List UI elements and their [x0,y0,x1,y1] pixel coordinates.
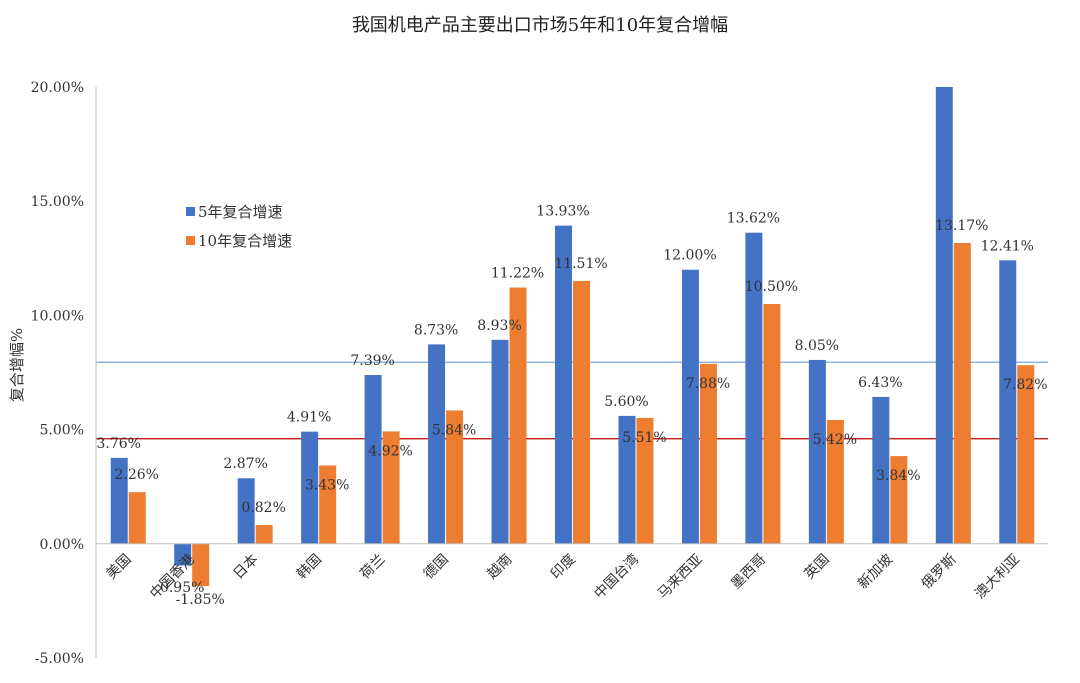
y-tick-label: 15.00% [31,194,84,210]
bar [301,431,319,544]
y-axis-label-group: 复合增幅% [8,328,26,402]
bar [681,269,699,544]
bar [491,339,509,544]
data-label: 11.51% [554,256,607,272]
data-label: 3.43% [305,477,349,493]
bar [618,415,636,544]
category-label: 新加坡 [855,551,896,592]
bar [826,420,844,544]
data-label: 3.84% [876,468,920,484]
data-label: 7.82% [1003,377,1047,393]
data-label: 10.50% [745,279,798,295]
data-label: 8.05% [795,338,839,354]
category-label: 澳大利亚 [972,551,1023,602]
data-label: 13.93% [536,204,589,220]
data-label: 4.92% [368,443,412,459]
bar [364,375,382,544]
bar [192,543,210,587]
bars [110,87,1035,587]
legend-swatch [186,236,195,245]
category-label: 韩国 [294,551,325,582]
category-labels: 美国 中国香港 日本 韩国 荷兰 德国 越南 印度 中国台湾 马来西亚 墨西哥 英国 新加坡 俄罗斯 澳大利… [103,551,1023,603]
data-label: -1.85% [176,592,225,608]
bar [935,87,953,544]
bar [872,396,890,544]
data-label: 5.60% [604,394,648,410]
data-label: 12.00% [663,248,716,264]
bar [699,363,717,544]
chart-title: 我国机电产品主要出口市场5年和10年复合增幅 [352,15,728,36]
data-label: 6.43% [858,375,902,391]
legend: 5年复合增速 10年复合增速 [186,203,292,250]
bar [255,525,273,544]
legend-label: 10年复合增速 [198,232,292,250]
data-label: 4.91% [287,410,331,426]
data-labels: 3.76% 0.95% 2.87% 4.91% 7.39% 8.73% 8.93% 13.93… [96,204,1047,608]
bar [555,225,572,544]
data-label: 7.39% [350,353,394,369]
bar [509,287,527,544]
bar [174,543,192,566]
data-label: 12.41% [981,238,1034,254]
y-axis-label: 复合增幅% [8,328,26,402]
data-label: 8.73% [414,322,458,338]
bar [237,478,255,544]
legend-label: 5年复合增速 [198,203,283,221]
category-label: 荷兰 [357,551,388,582]
category-label: 日本 [230,551,261,582]
y-tick-label: 5.00% [40,423,84,439]
bar [1017,365,1035,544]
category-label: 墨西哥 [728,551,769,592]
bar [999,260,1017,544]
bar [382,431,400,544]
category-label: 中国台湾 [591,551,643,603]
legend-swatch [186,207,195,216]
data-label: 5.84% [432,422,476,438]
bar [319,465,337,544]
category-label: 俄罗斯 [919,551,960,592]
data-label: 7.88% [686,376,730,392]
bar [763,303,781,544]
y-tick-label: -5.00% [35,651,84,667]
category-label: 越南 [484,551,515,582]
data-label: 0.95% [160,580,204,596]
category-label: 马来西亚 [655,551,706,602]
y-tick-label: 20.00% [31,80,84,96]
data-label: 2.26% [114,467,158,483]
bar [573,280,590,544]
bar [808,359,826,544]
y-tick-label: 10.00% [31,308,84,324]
category-label: 英国 [801,551,833,583]
bar [128,492,146,544]
bar [745,232,763,544]
bar [110,457,128,544]
data-label: 8.93% [477,318,521,334]
bar [890,456,908,544]
data-label: 13.17% [935,218,988,234]
bar [446,410,464,544]
bar [428,344,446,544]
data-label: 5.51% [622,430,666,446]
category-label: 美国 [103,551,134,582]
y-tick-label: 0.00% [40,537,84,553]
bar [636,417,654,544]
data-label: 2.87% [223,456,267,472]
data-label: 5.42% [813,432,857,448]
category-label: 印度 [548,551,579,582]
data-label: 11.22% [491,266,544,282]
category-label: 德国 [421,551,452,582]
axes: -5.00% 0.00% 5.00% 10.00% 15.00% 20.00% [31,80,1048,667]
bar [953,242,971,544]
data-label: 0.82% [241,500,285,516]
data-label: 3.76% [96,436,140,452]
data-label: 13.62% [727,211,780,227]
